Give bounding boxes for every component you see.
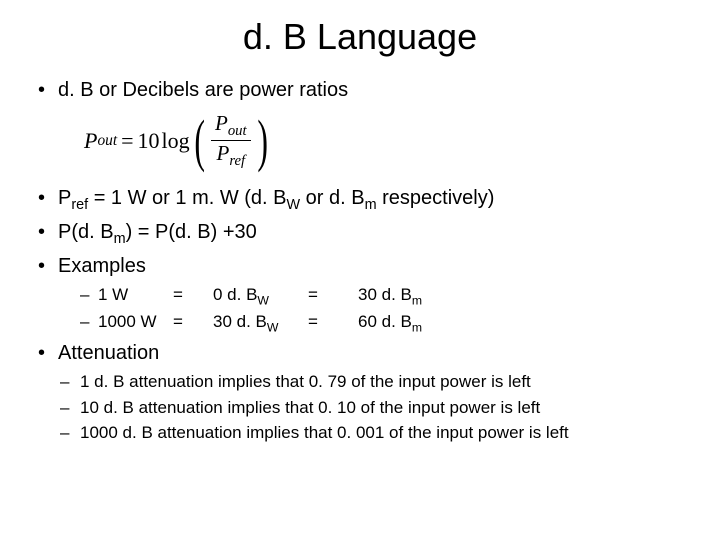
ex-0-csub: m: [412, 293, 422, 307]
atten-0: 1 d. B attenuation implies that 0. 79 of…: [30, 370, 690, 395]
frac-num-P: P: [215, 111, 228, 135]
bullet-2: Pref = 1 W or 1 m. W (d. BW or d. Bm res…: [30, 184, 690, 216]
ex-1-a: 1000 W: [98, 310, 173, 337]
ex-0-c: 30 d. B: [358, 285, 412, 304]
bullet-list-3: Attenuation: [30, 339, 690, 368]
bullet-list: d. B or Decibels are power ratios: [30, 76, 690, 105]
ex-1-c: 60 d. B: [358, 312, 412, 331]
attenuation-list: 1 d. B attenuation implies that 0. 79 of…: [30, 370, 690, 446]
ex-0-a: 1 W: [98, 283, 173, 310]
example-row: – 1 W = 0 d. BW = 30 d. Bm: [80, 283, 690, 310]
formula-log: log: [162, 128, 190, 154]
frac-num-sub: out: [228, 123, 247, 139]
b2-sub: ref: [71, 197, 88, 213]
ex-1-eq2: =: [308, 310, 358, 337]
formula-rparen: ): [257, 116, 268, 165]
example-row: – 1000 W = 30 d. BW = 60 d. Bm: [80, 310, 690, 337]
ex-0-eq1: =: [173, 283, 213, 310]
b3-pre: P(d. B: [58, 221, 114, 243]
ex-1-csub: m: [412, 320, 422, 334]
formula-block: Pout = 10 log ( Pout Pref ): [84, 111, 690, 170]
slide-title: d. B Language: [30, 16, 690, 58]
formula-Pout-sub: out: [97, 132, 117, 150]
dash-icon: –: [80, 283, 98, 310]
frac-den-P: P: [217, 141, 230, 165]
ex-1-bsub: W: [267, 320, 279, 334]
ex-1-eq1: =: [173, 310, 213, 337]
bullet-list-2: Pref = 1 W or 1 m. W (d. BW or d. Bm res…: [30, 184, 690, 281]
b2-mid2: or d. B: [300, 187, 364, 209]
bullet-3: P(d. Bm) = P(d. B) +30: [30, 218, 690, 250]
formula-lparen: (: [194, 116, 205, 165]
ex-0-b: 0 d. B: [213, 285, 257, 304]
dash-icon: –: [80, 310, 98, 337]
b2-post: respectively): [377, 187, 495, 209]
formula-eq: =: [121, 128, 133, 154]
bullet-5: Attenuation: [30, 339, 690, 368]
atten-2: 1000 d. B attenuation implies that 0. 00…: [30, 421, 690, 446]
b2-pre: P: [58, 187, 71, 209]
formula-fraction: Pout Pref: [211, 111, 251, 170]
formula-ten: 10: [138, 128, 160, 154]
bullet-4: Examples: [30, 252, 690, 281]
formula: Pout = 10 log ( Pout Pref ): [84, 111, 272, 170]
b3-sub: m: [114, 231, 126, 247]
b2-mid: = 1 W or 1 m. W (d. B: [88, 187, 286, 209]
examples-table: – 1 W = 0 d. BW = 30 d. Bm – 1000 W = 30…: [80, 283, 690, 337]
ex-0-bsub: W: [257, 293, 269, 307]
b3-post: ) = P(d. B) +30: [126, 221, 257, 243]
b2-sub2: W: [287, 197, 301, 213]
atten-1: 10 d. B attenuation implies that 0. 10 o…: [30, 396, 690, 421]
ex-1-b: 30 d. B: [213, 312, 267, 331]
b2-sub3: m: [365, 197, 377, 213]
slide: d. B Language d. B or Decibels are power…: [0, 0, 720, 468]
bullet-1: d. B or Decibels are power ratios: [30, 76, 690, 105]
formula-Pout-P: P: [84, 128, 97, 154]
ex-0-eq2: =: [308, 283, 358, 310]
frac-den-sub: ref: [229, 153, 245, 169]
